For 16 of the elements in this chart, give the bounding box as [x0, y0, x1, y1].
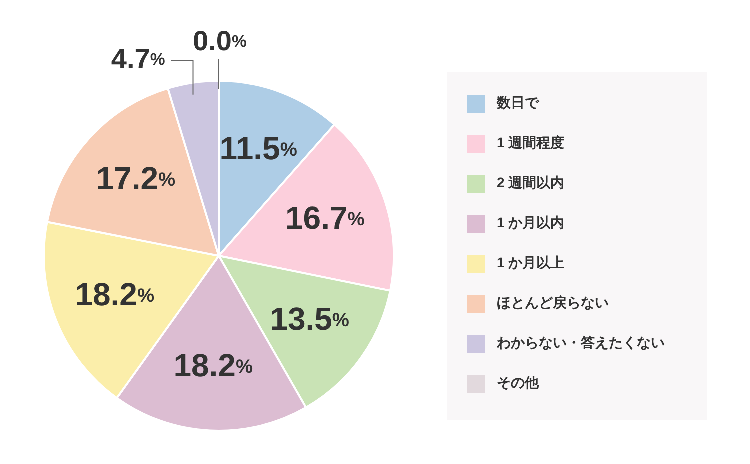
- text: 0.0%: [193, 25, 247, 56]
- legend-label: 2 週間以内: [497, 174, 565, 191]
- legend-label: わからない・答えたくない: [496, 334, 665, 351]
- data-label: 4.7%: [111, 43, 166, 74]
- legend-label: 1 か月以上: [497, 254, 565, 271]
- legend-label: 1 週間程度: [497, 134, 565, 151]
- data-label: 17.2%: [96, 160, 176, 196]
- data-label: 18.2%: [174, 347, 254, 384]
- legend-label: ほとんど戻らない: [497, 294, 609, 311]
- data-label: 18.2%: [75, 276, 155, 313]
- data-label: 16.7%: [286, 200, 365, 236]
- legend-label: その他: [497, 374, 540, 391]
- legend-label: 数日で: [496, 94, 540, 111]
- data-label: 11.5%: [220, 130, 298, 167]
- legend-label: 1 か月以内: [497, 214, 565, 231]
- data-label: 13.5%: [270, 301, 350, 337]
